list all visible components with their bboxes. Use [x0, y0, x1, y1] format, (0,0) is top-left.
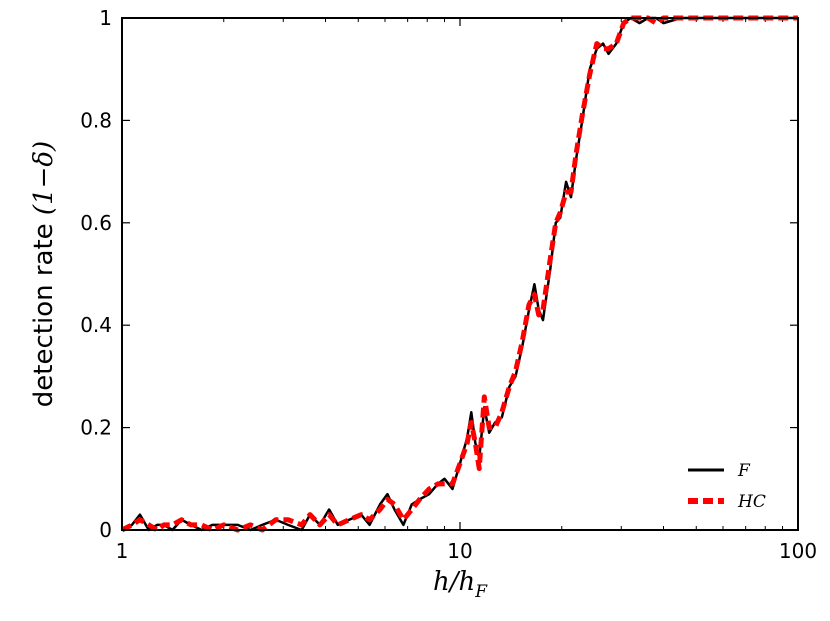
- series-layer: [120, 15, 798, 533]
- major-ticks: [121, 17, 799, 531]
- y-tick-label: 1: [99, 6, 112, 30]
- legend-label-hc: HC: [737, 492, 766, 512]
- x-tick-label: 10: [447, 539, 472, 563]
- legend-label-f: F: [737, 461, 751, 481]
- y-tick-label: 0.2: [80, 416, 112, 440]
- y-tick-label: 0.6: [80, 211, 112, 235]
- series-line-f: [121, 16, 798, 532]
- plot-frame: [121, 17, 799, 531]
- x-minor-ticks: [223, 18, 784, 530]
- x-axis-label: h/hF: [433, 567, 488, 602]
- y-tick-label: 0.8: [80, 108, 112, 132]
- series-line-hc: [120, 15, 798, 533]
- tick-labels: 1 10 100 0 0.2 0.4 0.6 0.8 1: [80, 6, 817, 563]
- x-tick-label: 100: [779, 539, 817, 563]
- y-tick-label: 0.4: [80, 313, 112, 337]
- legend: F HC: [688, 461, 766, 512]
- y-tick-label: 0: [99, 518, 112, 542]
- y-axis-label: detection rate (1−δ): [29, 141, 59, 407]
- x-tick-label: 1: [116, 539, 129, 563]
